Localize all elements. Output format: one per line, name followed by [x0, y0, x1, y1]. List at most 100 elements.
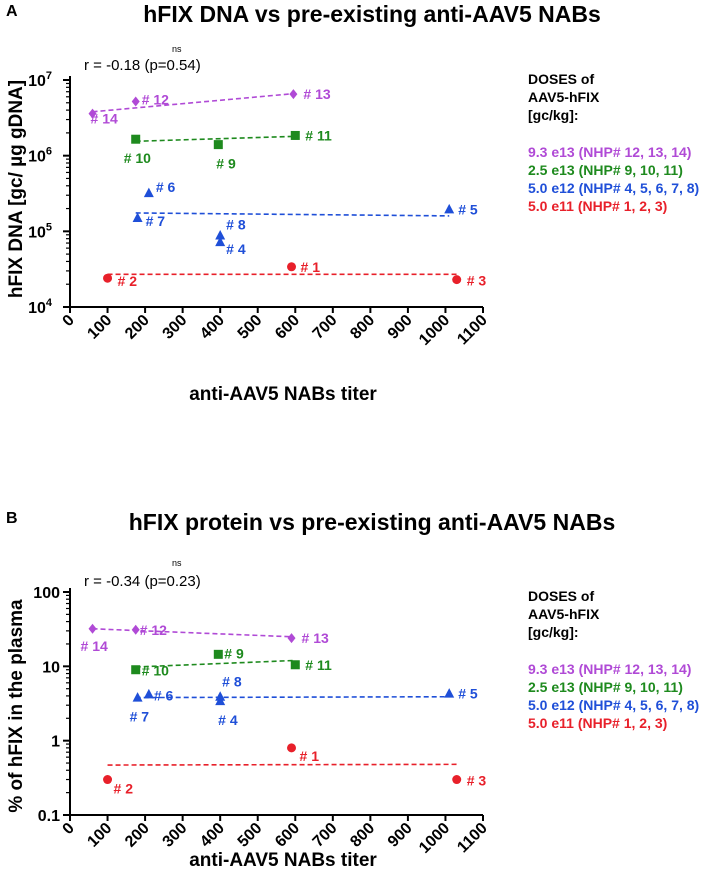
point-label: # 14: [81, 638, 108, 654]
data-point: [452, 775, 462, 785]
series-square: # 10 # 9 # 11: [131, 645, 332, 679]
panel-a-stat: r = -0.18 (p=0.54): [84, 57, 201, 74]
y-tick-label: 107: [28, 70, 52, 90]
series-circle: # 1 # 2 # 3: [103, 743, 487, 797]
legend-item-dose-2-5e13: 2.5 e13 (NHP# 9, 10, 11): [528, 679, 683, 695]
panel-b-legend: DOSES of AAV5-hFIX [gc/kg]: 9.3 e13 (NHP…: [528, 588, 699, 731]
series-square: # 10 # 9 # 11: [124, 127, 332, 171]
series-circle: # 1 # 2 # 3: [103, 259, 486, 289]
legend-item-dose-9-3e13: 9.3 e13 (NHP# 12, 13, 14): [528, 144, 691, 160]
x-tick-label: 800: [347, 312, 378, 343]
y-tick-label: 100: [33, 585, 60, 602]
y-tick-label: 104: [28, 297, 53, 317]
regression-line: [135, 695, 450, 699]
point-label: # 6: [156, 179, 176, 195]
x-tick-label: 1100: [454, 820, 491, 857]
panel-a-legend: DOSES of AAV5-hFIX [gc/kg]: 9.3 e13 (NHP…: [528, 71, 699, 214]
regression-line: [135, 212, 450, 217]
point-label: # 1: [300, 748, 320, 764]
x-tick-label: 500: [235, 820, 266, 851]
series-triangle: # 6 # 7 # 8 # 4 # 5: [132, 179, 478, 257]
data-point: [131, 624, 140, 635]
point-label: # 13: [302, 630, 329, 646]
point-label: # 4: [218, 712, 238, 728]
panel-b-plot: 0 100 200 300 400 500 600 700 800 900 1000 11000.11…: [33, 585, 491, 857]
point-label: # 11: [305, 127, 332, 143]
point-label: # 8: [226, 217, 246, 233]
point-label: # 7: [146, 213, 166, 229]
data-point: [290, 130, 300, 140]
x-tick-label: 300: [160, 820, 191, 851]
panel-a-letter: A: [6, 3, 18, 20]
panel-a-title: hFIX DNA vs pre-existing anti-AAV5 NABs: [143, 1, 601, 27]
point-label: # 2: [114, 781, 134, 797]
series-diamond: # 14 # 12 # 13: [88, 86, 331, 127]
y-tick-label: 106: [28, 146, 52, 166]
x-tick-label: 200: [122, 820, 153, 851]
data-point: [444, 688, 455, 698]
data-point: [88, 623, 97, 634]
point-label: # 12: [140, 622, 167, 638]
x-tick-label: 900: [385, 312, 416, 343]
data-point: [213, 649, 223, 659]
x-tick-label: 700: [310, 820, 341, 851]
panel-a-ylabel: hFIX DNA [gc/ µg gDNA]: [6, 80, 27, 298]
legend-item-dose-5-0e11: 5.0 e11 (NHP# 1, 2, 3): [528, 198, 667, 214]
legend-title-line: AAV5-hFIX: [528, 89, 600, 105]
x-tick-label: 100: [84, 820, 115, 851]
data-point: [213, 140, 223, 150]
point-label: # 10: [142, 663, 169, 679]
panel-b-title: hFIX protein vs pre-existing anti-AAV5 N…: [129, 509, 615, 535]
panel-b-xlabel: anti-AAV5 NABs titer: [189, 850, 377, 871]
data-point: [215, 236, 226, 247]
x-tick-label: 1000: [416, 820, 453, 857]
panel-b-significance: ns: [172, 558, 182, 568]
y-tick-label: 10: [42, 659, 60, 676]
x-tick-label: 0: [60, 820, 78, 838]
y-tick-label: 0.1: [38, 808, 60, 825]
panel-b-ylabel: % of hFIX in the plasma: [6, 599, 27, 813]
x-tick-label: 1100: [454, 312, 491, 349]
data-point: [131, 665, 141, 675]
data-point: [132, 212, 143, 223]
data-point: [215, 230, 226, 240]
data-point: [287, 633, 296, 644]
point-label: # 3: [467, 773, 487, 789]
panel-b-stat: r = -0.34 (p=0.23): [84, 573, 201, 590]
data-point: [131, 96, 140, 107]
x-tick-label: 400: [197, 820, 228, 851]
legend-title-line: DOSES of: [528, 71, 594, 87]
point-label: # 8: [222, 674, 242, 690]
point-label: # 7: [130, 709, 150, 725]
legend-item-dose-5-0e12: 5.0 e12 (NHP# 4, 5, 6, 7, 8): [528, 697, 699, 713]
point-label: # 6: [154, 687, 174, 703]
data-point: [287, 743, 297, 753]
point-label: # 10: [124, 150, 151, 166]
legend-title-line: AAV5-hFIX: [528, 606, 600, 622]
point-label: # 4: [226, 241, 246, 257]
point-label: # 9: [216, 156, 236, 172]
x-tick-label: 500: [235, 312, 266, 343]
point-label: # 14: [91, 111, 118, 127]
legend-item-dose-9-3e13: 9.3 e13 (NHP# 12, 13, 14): [528, 661, 691, 677]
legend-item-dose-5-0e12: 5.0 e12 (NHP# 4, 5, 6, 7, 8): [528, 180, 699, 196]
data-point: [289, 89, 298, 100]
x-tick-label: 100: [84, 312, 115, 343]
point-label: # 12: [142, 91, 169, 107]
x-tick-label: 600: [272, 820, 303, 851]
x-tick-label: 800: [347, 820, 378, 851]
data-point: [88, 108, 97, 119]
panel-a-plot: 0 100 200 300 400 500 600 700 800 900 1000 1100 104 1…: [28, 70, 491, 349]
data-point: [103, 775, 113, 785]
x-tick-label: 600: [272, 312, 303, 343]
regression-line: [92, 92, 294, 113]
data-point: [215, 691, 226, 701]
data-point: [143, 688, 154, 699]
x-tick-label: 0: [60, 312, 78, 330]
series-triangle: # 7# 6 # 4 # 8 # 5: [130, 674, 478, 728]
y-tick-label: 1: [51, 734, 60, 751]
regression-line: [135, 135, 296, 143]
x-tick-label: 1000: [416, 312, 453, 349]
data-point: [143, 187, 154, 198]
data-point: [452, 275, 462, 285]
